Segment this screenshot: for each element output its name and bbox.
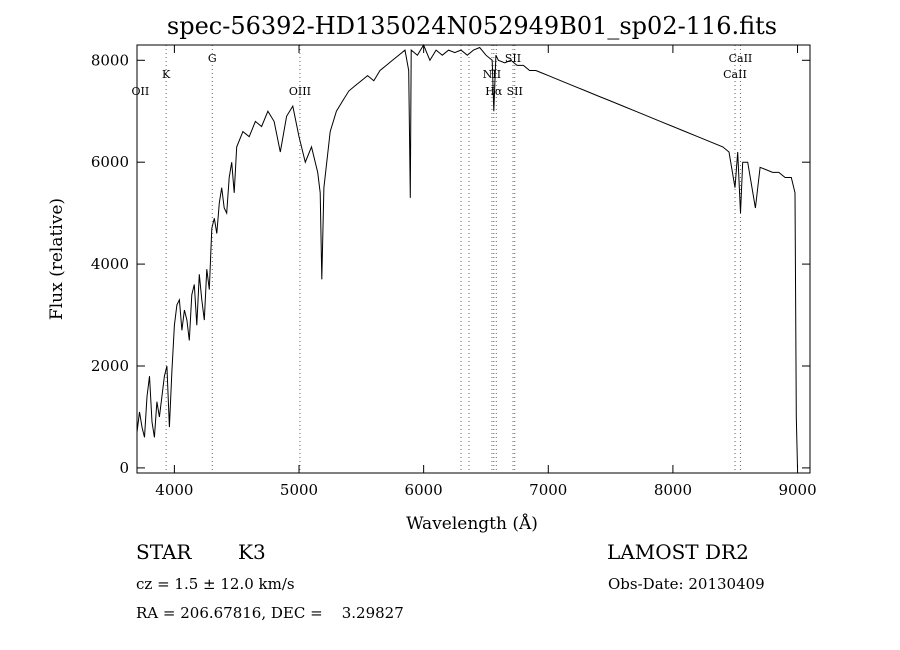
plot-frame xyxy=(136,44,811,474)
spectrum-series xyxy=(136,43,798,468)
chart-title: spec-56392-HD135024N052949B01_sp02-116.f… xyxy=(167,12,777,40)
line-label: OII xyxy=(132,85,150,98)
line-label: NII xyxy=(483,68,501,81)
x-tick-label: 6000 xyxy=(405,481,443,499)
line-label: CaII xyxy=(723,68,747,81)
line-labels: OII K G OIII NII Hα SII SII CaII CaII xyxy=(132,52,753,98)
line-label: SII xyxy=(505,52,521,65)
x-tick-label: 7000 xyxy=(529,481,567,499)
y-tick-label: 8000 xyxy=(91,51,129,69)
coordinates: RA = 206.67816, DEC = 3.29827 xyxy=(136,604,404,622)
y-tick-label: 0 xyxy=(119,459,129,477)
emission-line-markers xyxy=(165,45,741,473)
line-label: CaII xyxy=(729,52,753,65)
y-axis-label: Flux (relative) xyxy=(47,198,67,320)
spectrum-line xyxy=(136,43,798,468)
spectral-subclass: K3 xyxy=(238,540,266,564)
x-tick-label: 4000 xyxy=(155,481,193,499)
obs-date: Obs-Date: 20130409 xyxy=(608,575,765,593)
x-tick-label: 5000 xyxy=(280,481,318,499)
line-label: G xyxy=(208,52,217,65)
survey-name: LAMOST DR2 xyxy=(607,540,749,564)
x-tick-label: 9000 xyxy=(778,481,816,499)
line-label: Hα xyxy=(485,85,503,98)
object-class: STAR xyxy=(136,540,192,564)
y-tick-label: 2000 xyxy=(91,357,129,375)
line-label: OIII xyxy=(289,85,311,98)
line-label: SII xyxy=(507,85,523,98)
redshift-text: cz = 1.5 ± 12.0 km/s xyxy=(136,575,295,593)
y-tick-label: 6000 xyxy=(91,153,129,171)
axes: 4000 5000 6000 7000 8000 9000 0 2000 4000 6000 800… xyxy=(91,45,817,499)
line-label: K xyxy=(162,68,171,81)
y-tick-label: 4000 xyxy=(91,255,129,273)
x-axis-label: Wavelength (Å) xyxy=(406,513,538,534)
x-tick-label: 8000 xyxy=(654,481,692,499)
